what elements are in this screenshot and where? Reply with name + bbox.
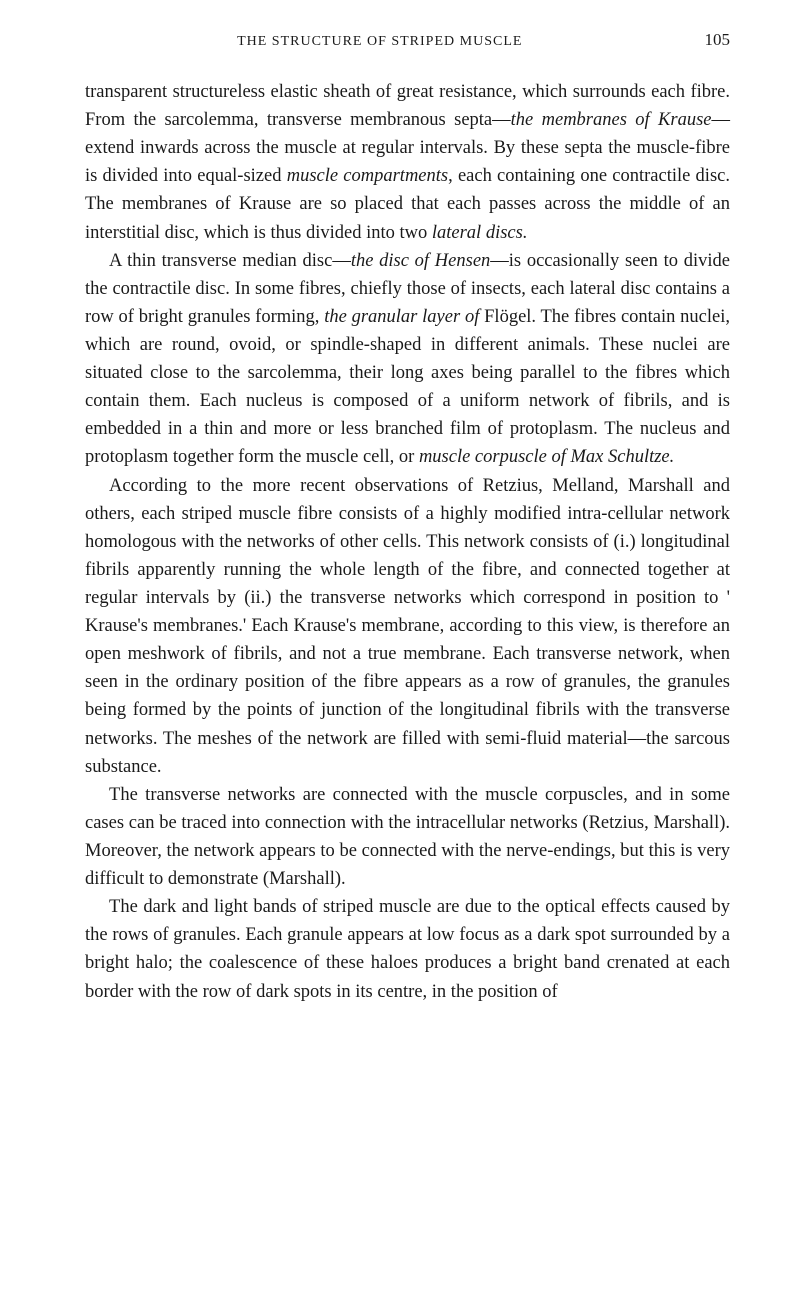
- italic-run: the disc of Hensen: [351, 251, 490, 271]
- text-run: A thin transverse median disc—: [109, 251, 351, 271]
- paragraph-3: According to the more recent observation…: [85, 472, 730, 781]
- running-header: THE STRUCTURE OF STRIPED MUSCLE: [85, 34, 675, 50]
- italic-run: lateral discs.: [432, 223, 528, 243]
- page-header: THE STRUCTURE OF STRIPED MUSCLE 105: [85, 30, 730, 50]
- paragraph-4: The transverse networks are connected wi…: [85, 781, 730, 893]
- paragraph-5: The dark and light bands of striped musc…: [85, 893, 730, 1005]
- paragraph-1: transparent structureless elastic sheath…: [85, 78, 730, 247]
- italic-run: muscle compartments: [287, 166, 448, 186]
- italic-run: muscle corpuscle of Max Schultze.: [419, 447, 674, 467]
- italic-run: the granular layer of: [324, 307, 479, 327]
- italic-run: the membranes of Krause: [511, 110, 712, 130]
- page-number: 105: [705, 30, 731, 50]
- body-text: transparent structureless elastic sheath…: [85, 78, 730, 1006]
- document-page: THE STRUCTURE OF STRIPED MUSCLE 105 tran…: [0, 0, 800, 1046]
- paragraph-2: A thin transverse median disc—the disc o…: [85, 247, 730, 472]
- text-run: Flögel. The fibres contain nuclei, which…: [85, 307, 730, 468]
